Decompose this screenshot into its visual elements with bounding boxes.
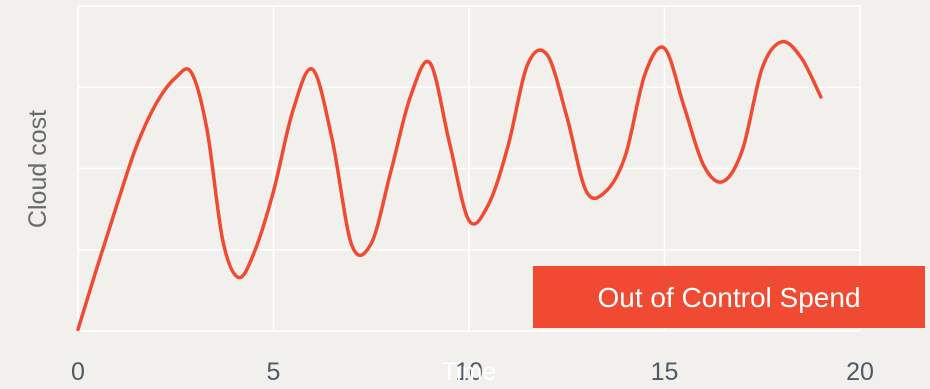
x-tick-label: 10 xyxy=(455,358,483,386)
x-tick-label: 15 xyxy=(651,358,679,386)
x-tick-label: 0 xyxy=(71,358,85,386)
x-axis-tick-labels: 0 5 10 15 20 xyxy=(71,358,874,386)
horizontal-gridlines xyxy=(78,5,860,332)
annotation-badge: Out of Control Spend xyxy=(533,266,925,328)
x-axis-label: Time xyxy=(442,358,497,386)
x-tick-label: 20 xyxy=(846,358,874,386)
annotation-badge-text: Out of Control Spend xyxy=(597,282,860,313)
y-axis-label: Cloud cost xyxy=(24,110,52,228)
annotation-badge-background xyxy=(533,266,925,328)
cloud-cost-series-line xyxy=(76,39,823,332)
x-tick-label: 5 xyxy=(267,358,281,386)
